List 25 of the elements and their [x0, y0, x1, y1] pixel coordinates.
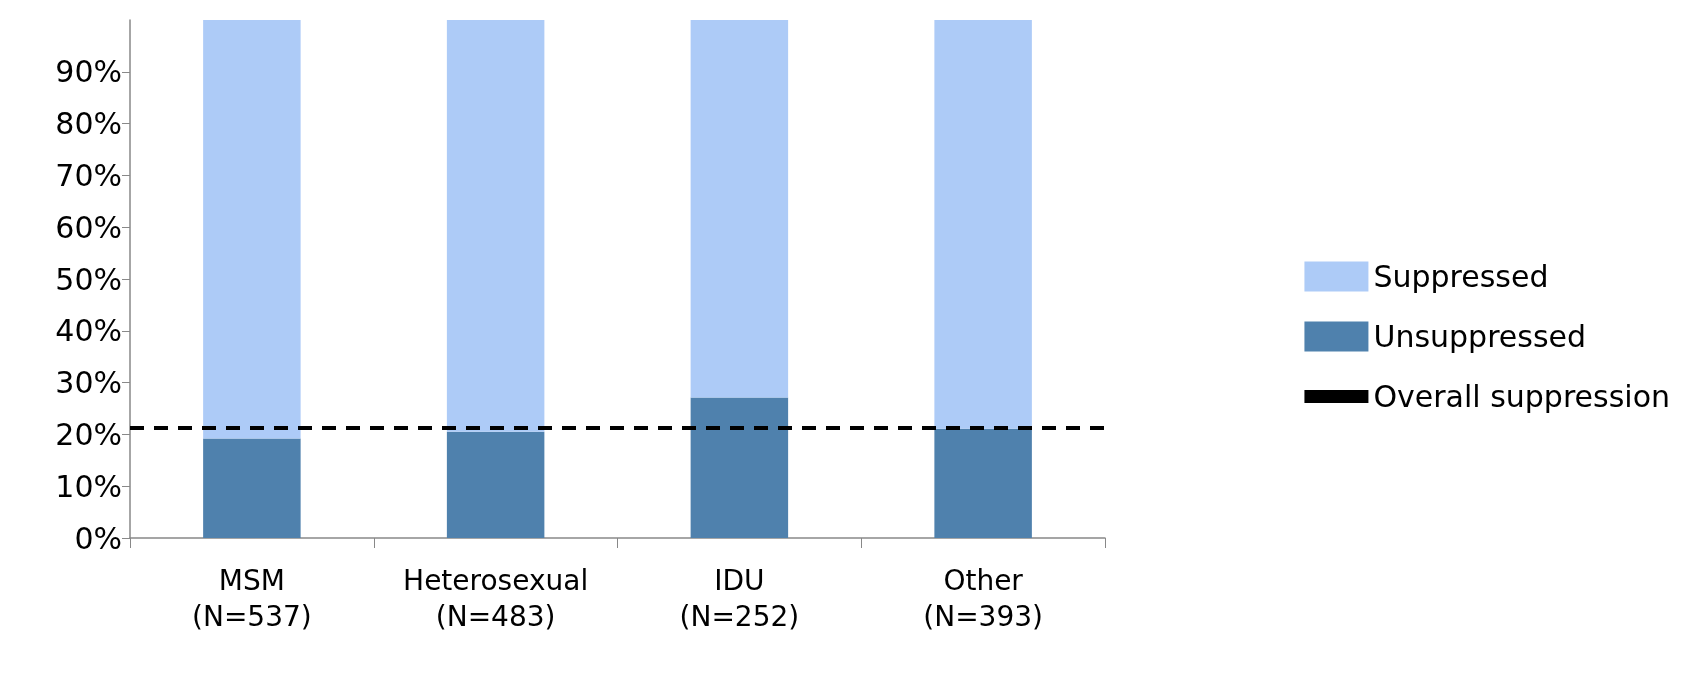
y-tick-label: 70% [55, 157, 122, 193]
bar [446, 20, 545, 432]
bar [690, 397, 789, 538]
y-tick-label: 30% [55, 365, 122, 401]
legend-label: Suppressed [1373, 259, 1549, 294]
x-tick-label: IDU (N=252) [679, 563, 800, 633]
y-tick-label: 80% [55, 106, 122, 142]
y-tick-label: 50% [55, 261, 122, 297]
bar [446, 431, 545, 538]
y-tick-label: 20% [55, 416, 122, 452]
bar [203, 20, 301, 439]
y-tick-label: 10% [55, 468, 122, 504]
y-tick-label: 0% [74, 520, 122, 556]
y-tick-label: 90% [55, 54, 122, 90]
x-tick-label: MSM (N=537) [192, 563, 312, 633]
x-tick-label: Heterosexual (N=483) [403, 563, 589, 633]
x-tick-label: Other (N=393) [923, 563, 1043, 633]
bar [934, 20, 1032, 429]
bar [203, 438, 301, 538]
y-tick-label: 40% [55, 313, 122, 349]
legend-label: Unsuppressed [1373, 319, 1587, 354]
y-tick-label: 60% [55, 209, 122, 245]
bar [690, 20, 789, 398]
legend-label: Overall suppression [1373, 379, 1671, 414]
bar [934, 428, 1032, 538]
